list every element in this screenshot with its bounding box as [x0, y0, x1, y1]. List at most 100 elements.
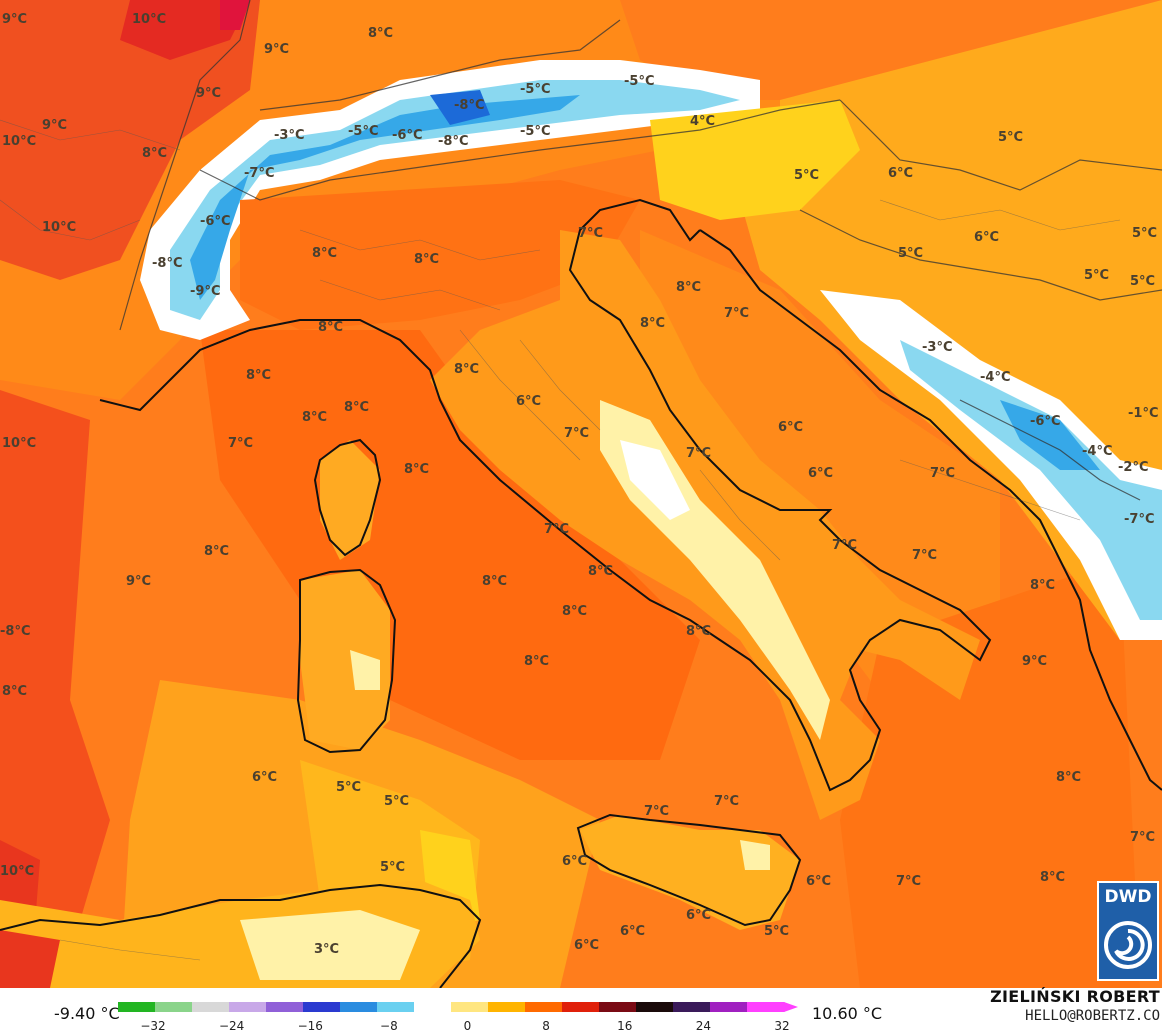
region-borders	[0, 119, 1121, 961]
border-croatia	[799, 209, 1162, 301]
temperature-label: 6°C	[806, 874, 831, 889]
temperature-label: -6°C	[200, 214, 230, 229]
corsica-coast	[313, 438, 382, 557]
temperature-label: 7°C	[724, 306, 749, 321]
temperature-label: 8°C	[524, 654, 549, 669]
temperature-label: 9°C	[2, 12, 27, 27]
legend-tick-label: 32	[774, 1019, 790, 1033]
temperature-label: 8°C	[204, 544, 229, 559]
temperature-label: 9°C	[126, 574, 151, 589]
temperature-label: 8°C	[1056, 770, 1081, 785]
temperature-label: 5°C	[1084, 268, 1109, 283]
rhine-warm	[120, 0, 250, 60]
etna-cool	[740, 840, 770, 870]
italy-coast	[99, 198, 992, 792]
temperature-label: 4°C	[690, 114, 715, 129]
colorbar-segment	[229, 1002, 267, 1012]
sardinia-coast	[296, 568, 397, 754]
po-valley	[240, 180, 640, 330]
temperature-label: -5°C	[520, 124, 550, 139]
temperature-label: 8°C	[454, 362, 479, 377]
border-italy-north	[199, 99, 841, 201]
colorbar-segment	[562, 1002, 600, 1012]
temperature-label: 7°C	[228, 436, 253, 451]
alps-snowline	[140, 60, 760, 340]
border-france-west	[119, 0, 251, 331]
temperature-label: 5°C	[380, 860, 405, 875]
temperature-label: -3°C	[922, 340, 952, 355]
temperature-label: 8°C	[2, 684, 27, 699]
temperature-label: -6°C	[392, 128, 422, 143]
temperature-label: 5°C	[1132, 226, 1157, 241]
temperature-label: 8°C	[246, 368, 271, 383]
alps-coldest	[430, 90, 490, 125]
temperature-label: -8°C	[454, 98, 484, 113]
temperature-label: 8°C	[404, 462, 429, 477]
temperature-label: 8°C	[676, 280, 701, 295]
dinaric-colder	[1000, 400, 1100, 470]
alps-colder	[190, 95, 580, 300]
temperature-label: 8°C	[344, 400, 369, 415]
temperature-label: -8°C	[0, 624, 30, 639]
temperature-label: 7°C	[644, 804, 669, 819]
temperature-label: 5°C	[384, 794, 409, 809]
dwd-logo-text: DWD	[1104, 887, 1152, 907]
africa-coast	[0, 883, 482, 988]
temperature-label: 9°C	[264, 42, 289, 57]
temperature-label: 6°C	[808, 466, 833, 481]
temperature-label: 8°C	[368, 26, 393, 41]
temperature-label: -7°C	[1124, 512, 1154, 527]
coastlines	[0, 198, 1162, 988]
temperature-label: 5°C	[1130, 274, 1155, 289]
colorbar-segment	[488, 1002, 526, 1012]
map-canvas: 9°C 10°C 9°C 8°C 9°C 9°C 10°C 8°C -3°C -7°C -6°C 10…	[0, 0, 1162, 988]
temperature-labels: 9°C 10°C 9°C 8°C 9°C 9°C 10°C 8°C -3°C -7°C -6°C 10…	[0, 12, 1158, 957]
temperature-label: 8°C	[414, 252, 439, 267]
border-alps-north	[259, 19, 621, 111]
hotspot-north	[220, 0, 250, 30]
temperature-label: -7°C	[244, 166, 274, 181]
temperature-label: 10°C	[42, 220, 76, 235]
temperature-label: 5°C	[764, 924, 789, 939]
legend-min-value: -9.40 °C	[54, 1004, 120, 1023]
temperature-label: -4°C	[1082, 444, 1112, 459]
temperature-label: 5°C	[794, 168, 819, 183]
temperature-label: 6°C	[574, 938, 599, 953]
temperature-label: -2°C	[1118, 460, 1148, 475]
temperature-label: 5°C	[998, 130, 1023, 145]
temperature-map: 9°C 10°C 9°C 8°C 9°C 9°C 10°C 8°C -3°C -7°C -6°C 10…	[0, 0, 1162, 988]
temperature-label: 8°C	[142, 146, 167, 161]
temperature-label: -3°C	[274, 128, 304, 143]
colorbar-segment	[747, 1002, 785, 1012]
colorbar-segment	[599, 1002, 637, 1012]
temperature-label: 6°C	[974, 230, 999, 245]
temperature-label: -8°C	[152, 256, 182, 271]
sardinia	[300, 570, 390, 750]
temperature-label: -9°C	[190, 284, 220, 299]
temperature-label: 10°C	[2, 134, 36, 149]
temperature-label: 7°C	[912, 548, 937, 563]
temperature-label: 10°C	[132, 12, 166, 27]
temperature-label: 5°C	[898, 246, 923, 261]
colorbar-segment	[636, 1002, 674, 1012]
dwd-swirl-icon	[1104, 921, 1152, 969]
apennines-snow	[620, 440, 690, 520]
legend-tick-label: −32	[140, 1019, 166, 1033]
colorbar-segment	[340, 1002, 378, 1012]
temperature-label: 7°C	[544, 522, 569, 537]
colorbar-segment	[155, 1002, 193, 1012]
temperature-label: 6°C	[562, 854, 587, 869]
adriatic-east-coast	[699, 229, 1162, 791]
temperature-label: 7°C	[896, 874, 921, 889]
dwd-logo: DWD	[1097, 881, 1159, 981]
dinaric-cold	[900, 340, 1162, 620]
dinaric-snowline	[820, 290, 1162, 640]
temperature-label: 8°C	[562, 604, 587, 619]
temperature-label: -6°C	[1030, 414, 1060, 429]
temperature-label: 8°C	[318, 320, 343, 335]
temperature-label: 3°C	[314, 942, 339, 957]
temperature-label: 7°C	[930, 466, 955, 481]
colorbar-segment	[303, 1002, 341, 1012]
temperature-label: -5°C	[624, 74, 654, 89]
credit-name: ZIELIŃSKI ROBERT	[990, 987, 1160, 1006]
